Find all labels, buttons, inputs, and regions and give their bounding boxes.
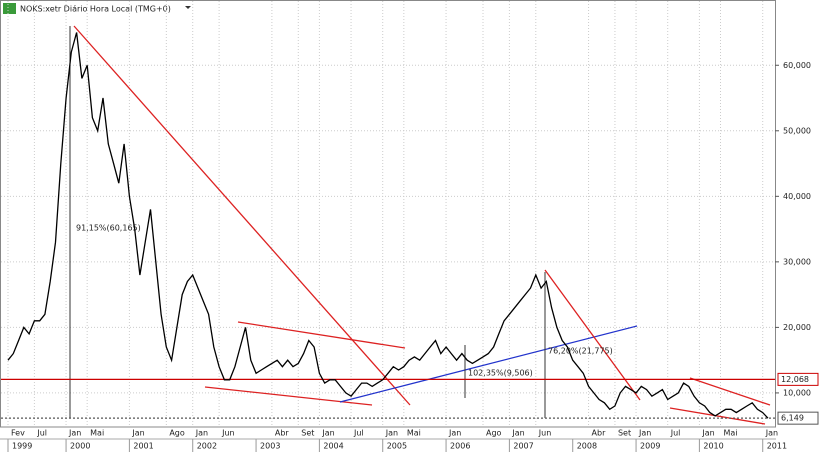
level-box (777, 372, 819, 386)
x-tick-label: Ago (169, 429, 185, 438)
year-label: 2004 (323, 442, 343, 451)
annotation: 102,35%(9,506) (468, 369, 533, 378)
x-tick-label: Jan (765, 429, 778, 438)
year-label: 2009 (640, 442, 660, 451)
year-label: 2005 (387, 442, 407, 451)
year-label: 2011 (767, 442, 787, 451)
x-tick-label: Jan (638, 429, 651, 438)
year-label: 2010 (703, 442, 723, 451)
year-label: 2002 (197, 442, 217, 451)
symbol-icon (3, 3, 16, 14)
trendline (237, 321, 406, 349)
y-tick-label: 10,000 (783, 388, 811, 397)
y-tick-label: 60,000 (783, 61, 811, 70)
annotation: 91,15%(60,165) (76, 224, 141, 233)
year-label: 2007 (513, 442, 533, 451)
year-label: 2006 (450, 442, 470, 451)
x-tick-label: Fev (11, 429, 25, 438)
trendlines (69, 25, 771, 425)
x-tick-label: Jul (353, 429, 364, 438)
x-tick-label: Ago (486, 429, 502, 438)
x-tick-label: Jan (511, 429, 524, 438)
trendline (73, 25, 411, 406)
x-tick-label: Jun (221, 429, 235, 438)
x-tick-label: Set (618, 429, 631, 438)
price-line (7, 32, 769, 419)
trendline (669, 407, 766, 425)
trendline (339, 325, 638, 403)
level-label: 6,149 (781, 414, 804, 423)
x-tick-label: Jan (448, 429, 461, 438)
x-tick-label: Abr (592, 429, 607, 438)
level-label: 12,068 (781, 375, 809, 384)
level-box (777, 411, 819, 425)
chart-title: NOKS:xetr Diário Hora Local (TMG+0) (20, 5, 171, 14)
x-tick-label: Jan (195, 429, 208, 438)
x-tick-label: Mai (724, 429, 738, 438)
x-tick-label: Jan (701, 429, 714, 438)
x-tick-label: Jan (68, 429, 81, 438)
trendline (689, 377, 771, 406)
y-tick-label: 40,000 (783, 192, 811, 201)
trendline (204, 386, 373, 406)
year-label: 1999 (12, 442, 32, 451)
x-tick-label: Abr (275, 429, 290, 438)
annotation: 76,20%(21,775) (548, 347, 613, 356)
x-tick-label: Set (301, 429, 314, 438)
year-label: 2008 (577, 442, 597, 451)
x-tick-label: Jul (670, 429, 681, 438)
x-tick-label: Jan (385, 429, 398, 438)
x-tick-label: Mai (90, 429, 104, 438)
year-label: 2000 (70, 442, 90, 451)
year-label: 2001 (133, 442, 153, 451)
y-tick-label: 20,000 (783, 323, 811, 332)
y-tick-label: 50,000 (783, 126, 811, 135)
y-tick-label: 30,000 (783, 257, 811, 266)
x-tick-label: Mai (407, 429, 421, 438)
plot-frame (0, 0, 776, 428)
dropdown-arrow[interactable] (185, 6, 191, 9)
trendline (544, 269, 641, 401)
year-label: 2003 (260, 442, 280, 451)
x-tick-label: Jun (538, 429, 552, 438)
x-tick-label: Jul (36, 429, 47, 438)
x-tick-label: Jan (131, 429, 144, 438)
x-tick-label: Jan (321, 429, 334, 438)
